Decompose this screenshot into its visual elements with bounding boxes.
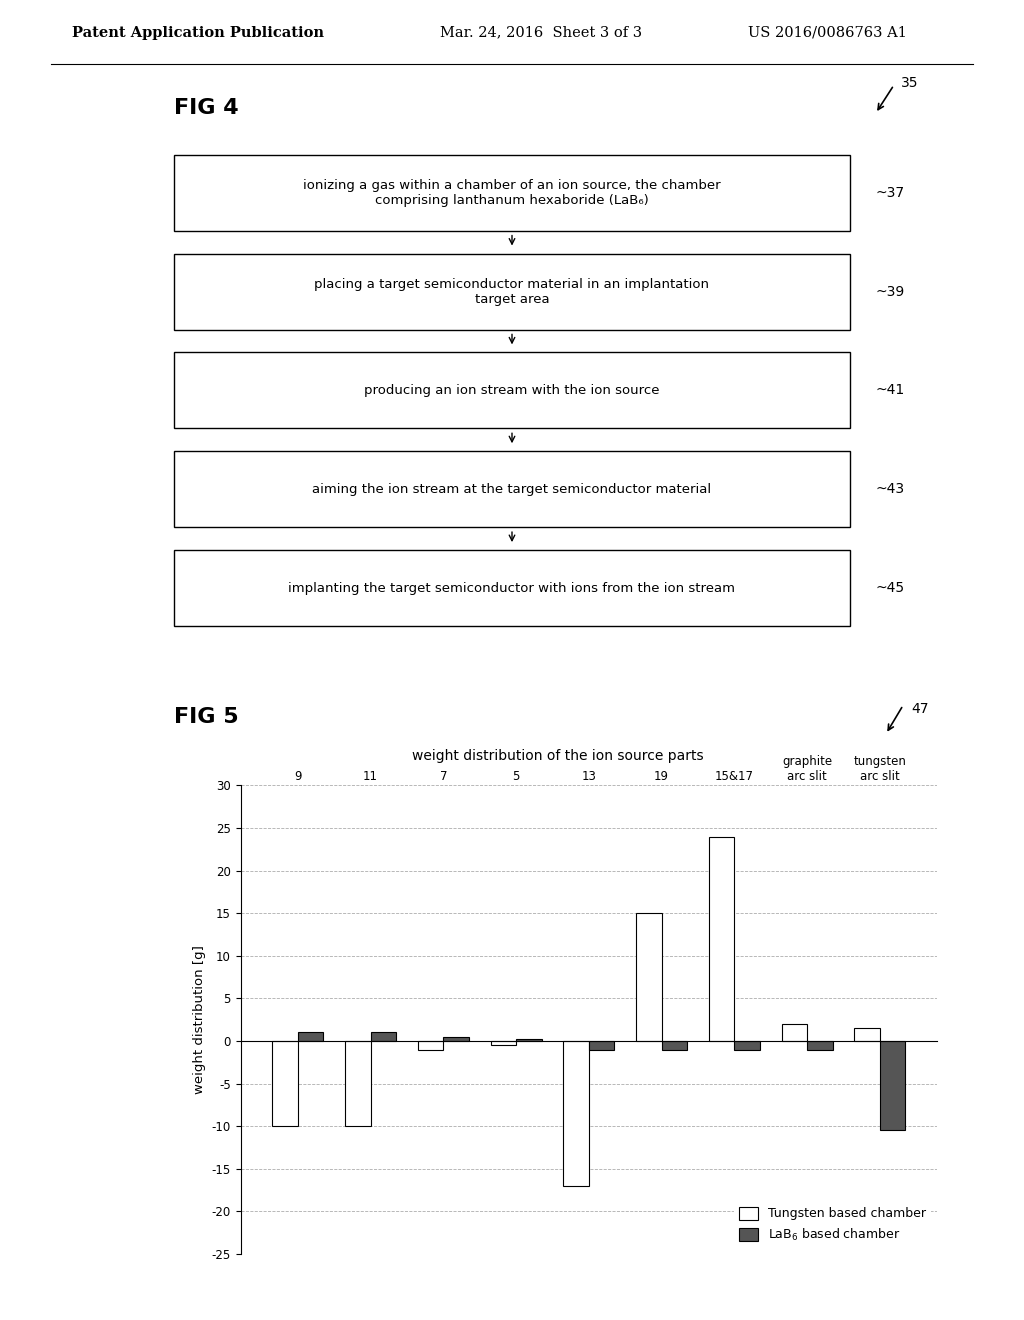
Text: 5: 5 — [512, 770, 520, 783]
Text: FIG 4: FIG 4 — [174, 98, 239, 117]
Bar — [174, 451, 850, 527]
Text: aiming the ion stream at the target semiconductor material: aiming the ion stream at the target semi… — [312, 483, 712, 496]
Text: ~45: ~45 — [876, 581, 904, 595]
Bar — [880, 1041, 905, 1130]
Bar — [345, 1041, 371, 1126]
Text: ~43: ~43 — [876, 482, 904, 496]
Bar — [174, 253, 850, 330]
Text: 47: 47 — [911, 702, 929, 715]
Text: 35: 35 — [901, 75, 919, 90]
Text: 19: 19 — [654, 770, 669, 783]
Text: producing an ion stream with the ion source: producing an ion stream with the ion sou… — [365, 384, 659, 397]
Text: graphite
arc slit: graphite arc slit — [782, 755, 833, 783]
Text: 11: 11 — [364, 770, 378, 783]
Bar — [854, 1028, 880, 1041]
Y-axis label: weight distribution [g]: weight distribution [g] — [194, 945, 206, 1094]
Bar — [807, 1041, 833, 1049]
Text: placing a target semiconductor material in an implantation
target area: placing a target semiconductor material … — [314, 277, 710, 305]
Bar — [418, 1041, 443, 1049]
Bar — [371, 1032, 396, 1041]
Bar — [734, 1041, 760, 1049]
Bar — [636, 913, 662, 1041]
Text: tungsten
arc slit: tungsten arc slit — [853, 755, 906, 783]
Text: ionizing a gas within a chamber of an ion source, the chamber
comprising lanthan: ionizing a gas within a chamber of an io… — [303, 178, 721, 207]
Bar — [490, 1041, 516, 1045]
Bar — [781, 1024, 807, 1041]
Text: 9: 9 — [294, 770, 301, 783]
Bar — [662, 1041, 687, 1049]
Text: implanting the target semiconductor with ions from the ion stream: implanting the target semiconductor with… — [289, 582, 735, 594]
Bar — [174, 550, 850, 626]
Bar — [174, 352, 850, 429]
Text: ~39: ~39 — [876, 285, 905, 298]
Text: ~37: ~37 — [876, 186, 904, 199]
Bar — [563, 1041, 589, 1185]
Bar — [516, 1039, 542, 1041]
Bar — [443, 1036, 469, 1041]
Text: US 2016/0086763 A1: US 2016/0086763 A1 — [748, 25, 906, 40]
Text: 7: 7 — [439, 770, 447, 783]
Bar — [709, 837, 734, 1041]
Bar — [272, 1041, 298, 1126]
Text: 13: 13 — [582, 770, 596, 783]
Text: ~41: ~41 — [876, 383, 905, 397]
Text: Mar. 24, 2016  Sheet 3 of 3: Mar. 24, 2016 Sheet 3 of 3 — [440, 25, 642, 40]
Text: 15&17: 15&17 — [715, 770, 754, 783]
Legend: Tungsten based chamber, LaB$_6$ based chamber: Tungsten based chamber, LaB$_6$ based ch… — [734, 1201, 931, 1247]
Text: weight distribution of the ion source parts: weight distribution of the ion source pa… — [413, 748, 703, 763]
Bar — [174, 154, 850, 231]
Bar — [589, 1041, 614, 1049]
Bar — [298, 1032, 324, 1041]
Text: FIG 5: FIG 5 — [174, 706, 239, 726]
Text: Patent Application Publication: Patent Application Publication — [72, 25, 324, 40]
